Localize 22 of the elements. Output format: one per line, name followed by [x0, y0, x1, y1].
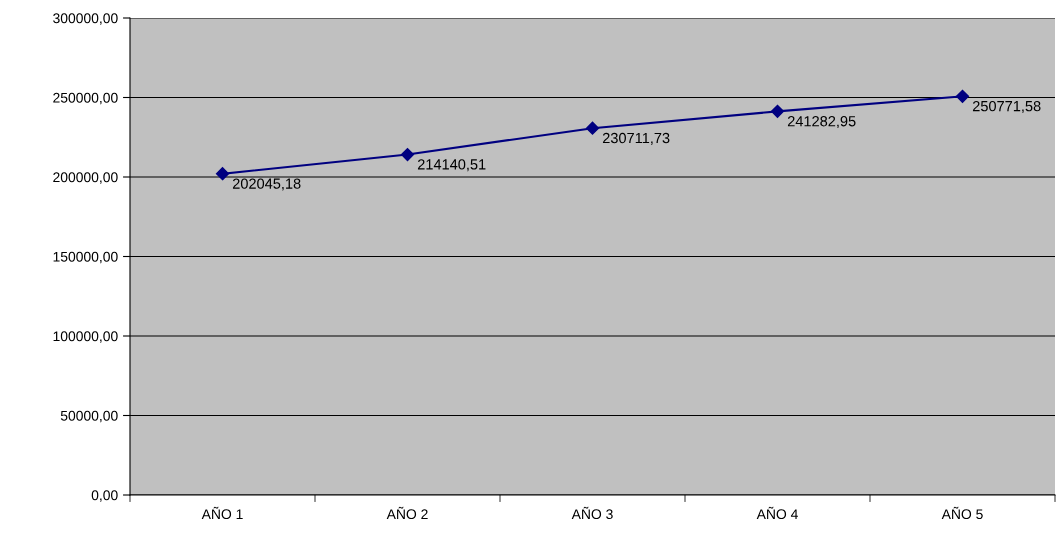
x-tick-label: AÑO 5: [941, 506, 983, 520]
data-label: 250771,58: [972, 100, 1041, 114]
data-label: 202045,18: [232, 178, 301, 191]
data-label: 230711,73: [602, 132, 670, 145]
y-tick-label: 0,00: [91, 490, 118, 502]
point: [955, 89, 970, 103]
data-label: 214140,51: [417, 159, 486, 172]
point: [215, 167, 230, 181]
y-tick-label: 150000,00: [53, 251, 118, 264]
y-tick-label: 50000,00: [60, 410, 118, 423]
point: [770, 104, 785, 118]
y-tick-label: 100000,00: [53, 331, 118, 343]
point: [400, 147, 415, 162]
data-label: 241282,95: [787, 116, 856, 129]
y-tick-label: 250000,00: [53, 92, 118, 105]
y-tick-label: 200000,00: [53, 172, 118, 184]
y-tick-label: 300000,00: [53, 13, 118, 25]
x-tick-label: AÑO 3: [571, 506, 613, 520]
x-tick-label: AÑO 2: [386, 506, 428, 520]
x-tick-label: AÑO 1: [201, 506, 243, 520]
point: [585, 121, 600, 135]
x-tick-label: AÑO 4: [756, 506, 798, 520]
